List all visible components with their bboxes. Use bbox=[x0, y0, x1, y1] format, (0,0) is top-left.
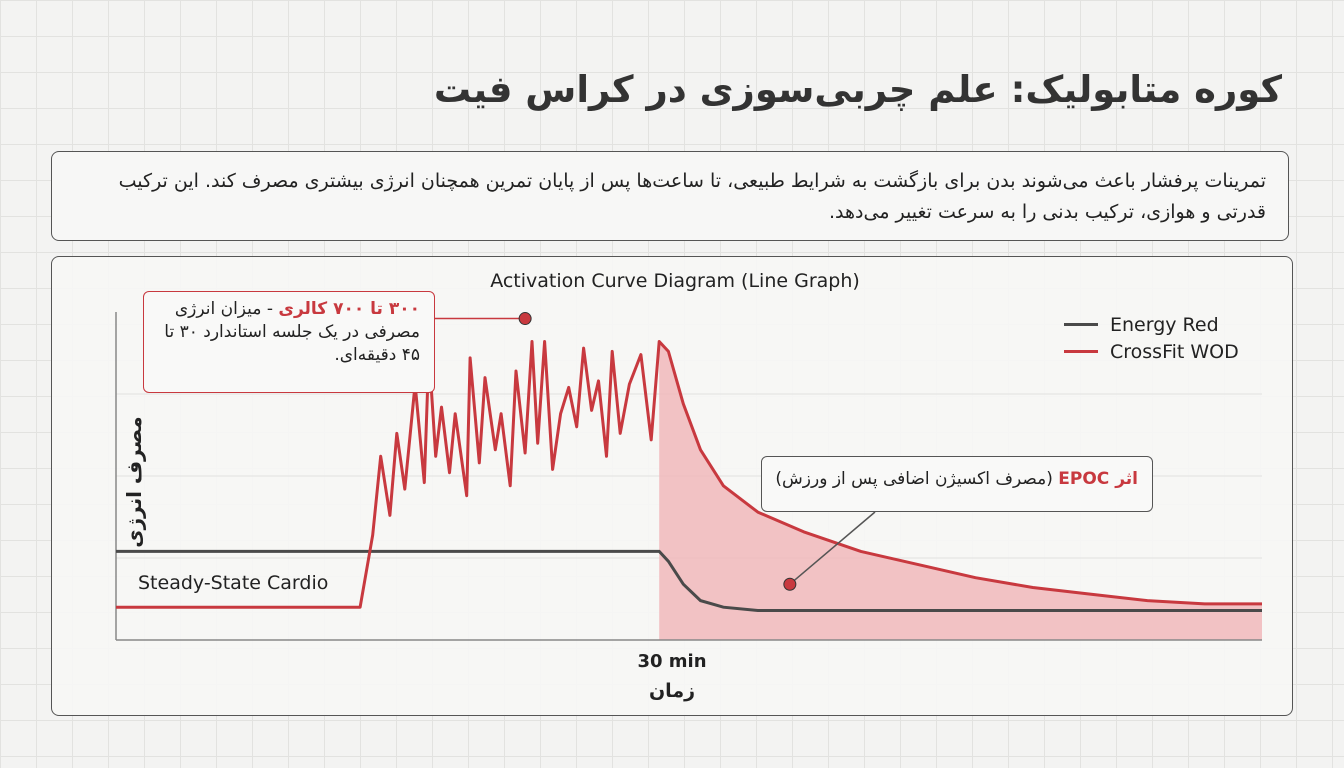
page-title: کوره متابولیک: علم چربی‌سوزی در کراس فیت bbox=[433, 68, 1282, 111]
legend-swatch-energy-red bbox=[1064, 323, 1098, 326]
legend-label-crossfit-wod: CrossFit WOD bbox=[1110, 340, 1239, 363]
intro-text: تمرینات پرفشار باعث می‌شوند بدن برای باز… bbox=[118, 170, 1266, 223]
x-axis-label: زمان bbox=[648, 680, 696, 702]
chart-title: Activation Curve Diagram (Line Graph) bbox=[490, 270, 860, 292]
epoc-callout-leader bbox=[789, 511, 876, 585]
legend-item-energy-red: Energy Red bbox=[1064, 311, 1239, 338]
steady-state-label: Steady-State Cardio bbox=[138, 572, 329, 594]
epoc-highlight: اثر EPOC bbox=[1058, 469, 1138, 489]
epoc-marker-dot bbox=[783, 577, 797, 591]
epoc-callout: اثر EPOC (مصرف اکسیژن اضافی پس از ورزش) bbox=[761, 456, 1153, 512]
epoc-text: (مصرف اکسیژن اضافی پس از ورزش) bbox=[775, 469, 1059, 489]
legend-swatch-crossfit-wod bbox=[1064, 350, 1098, 353]
peak-calorie-highlight: ۳۰۰ تا ۷۰۰ کالری bbox=[278, 299, 420, 319]
energy-red-line bbox=[116, 549, 1262, 612]
legend-item-crossfit-wod: CrossFit WOD bbox=[1064, 338, 1239, 365]
x-tick-label: 30 min bbox=[637, 651, 707, 672]
peak-marker-dot bbox=[518, 312, 532, 326]
peak-calorie-callout: ۳۰۰ تا ۷۰۰ کالری - میزان انرژی مصرفی در … bbox=[143, 291, 435, 393]
peak-calorie-text: - میزان انرژی مصرفی در یک جلسه استاندارد… bbox=[164, 299, 420, 365]
chart-legend: Energy Red CrossFit WOD bbox=[1064, 311, 1239, 365]
intro-description-box: تمرینات پرفشار باعث می‌شوند بدن برای باز… bbox=[51, 151, 1289, 241]
epoc-shaded-area bbox=[659, 341, 1262, 640]
y-axis-label: مصرف انرژی bbox=[122, 416, 146, 548]
legend-label-energy-red: Energy Red bbox=[1110, 313, 1219, 336]
